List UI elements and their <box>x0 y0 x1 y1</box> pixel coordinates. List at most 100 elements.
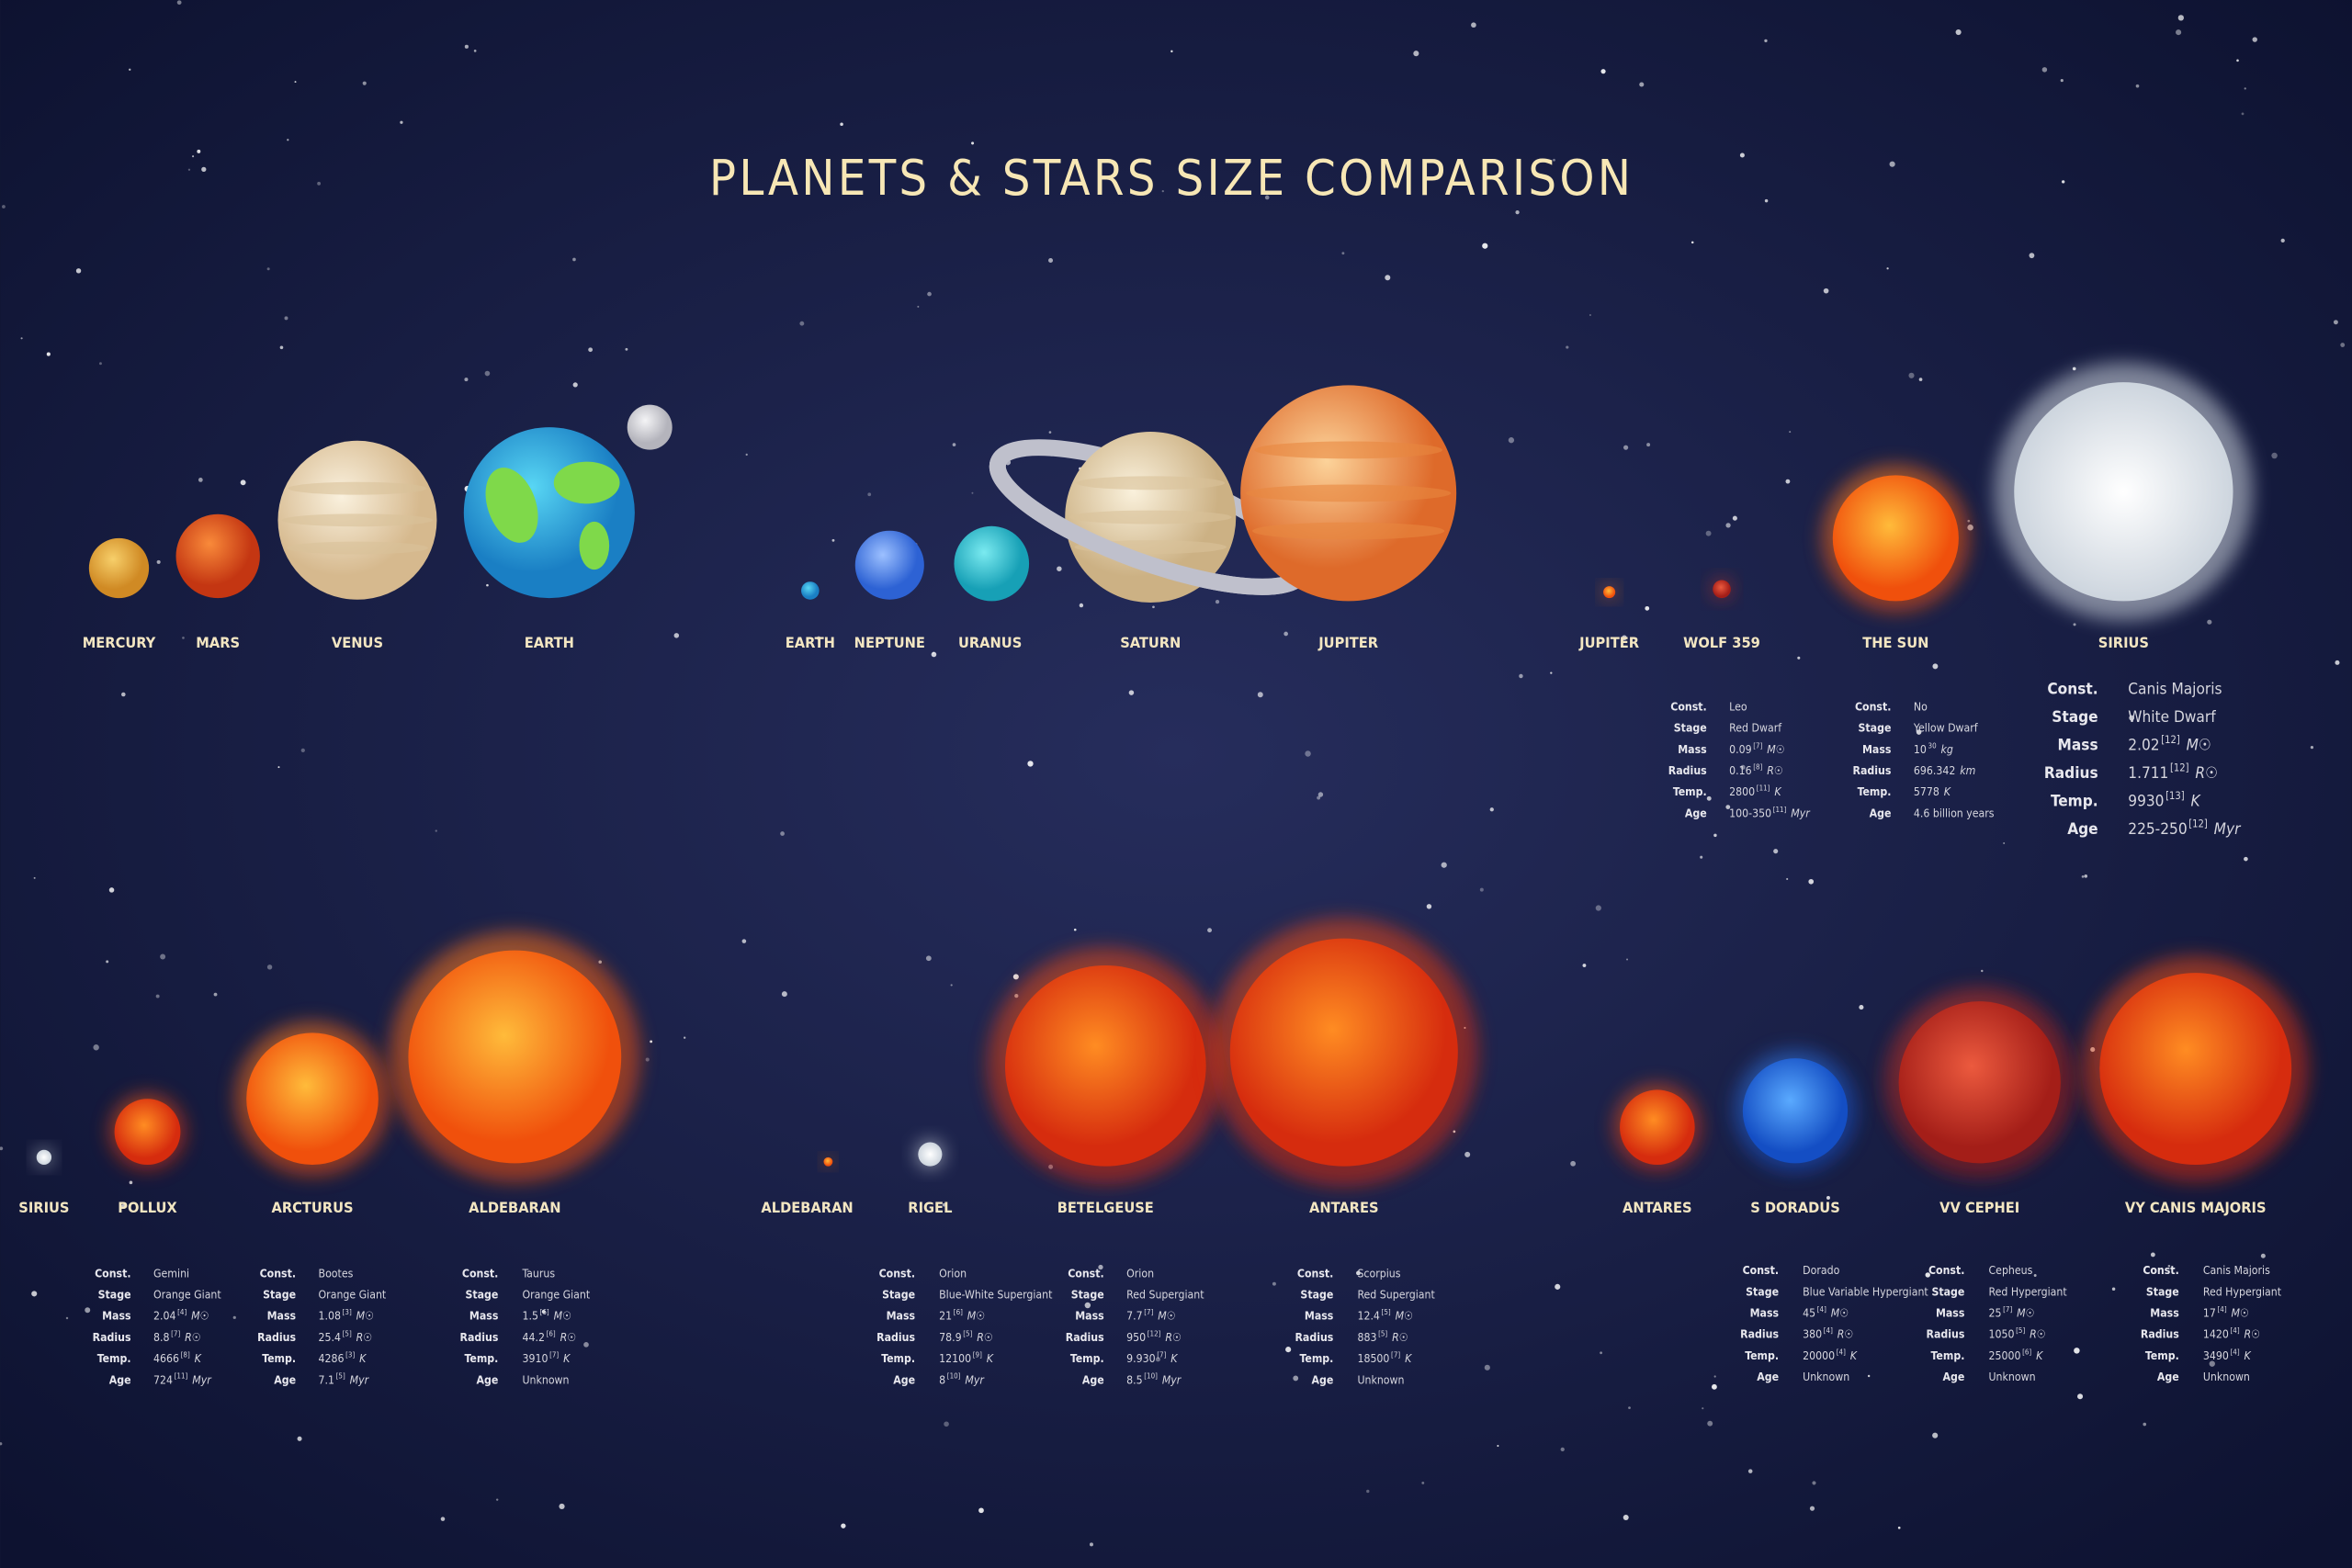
celestial-body <box>954 525 1030 602</box>
band <box>1254 441 1442 459</box>
body-label: ANTARES <box>1309 1199 1379 1216</box>
bodies: MERCURY MARS VENUS EARTH EARTH NEPTUNE URANUS S… <box>18 362 2309 1216</box>
star <box>99 362 102 366</box>
star <box>1713 1375 1716 1378</box>
star <box>1823 288 1829 294</box>
star <box>1484 1364 1490 1371</box>
star <box>917 305 920 308</box>
star <box>1764 39 1768 43</box>
unit: Myr <box>965 1373 985 1386</box>
band <box>288 481 427 495</box>
field-value: 25.4 [5] R☉ <box>319 1329 373 1344</box>
field-value: Unknown <box>2203 1371 2250 1383</box>
unit: km <box>1960 764 1975 777</box>
star <box>780 831 785 836</box>
unit: R☉ <box>977 1331 993 1344</box>
value: Orion <box>939 1267 967 1280</box>
star <box>1740 764 1746 770</box>
unit: kg <box>1941 743 1953 756</box>
star <box>1027 761 1034 767</box>
star <box>1441 862 1447 868</box>
star <box>1570 1160 1577 1167</box>
reference: 30 <box>1928 741 1938 750</box>
star <box>1797 656 1801 660</box>
field-value: 2.04 [4] M☉ <box>153 1308 209 1323</box>
reference: [8] <box>1753 763 1762 772</box>
star <box>2041 67 2048 73</box>
field-label: Stage <box>1746 1285 1779 1298</box>
star <box>1413 51 1419 57</box>
star <box>495 1498 499 1501</box>
field-value: 4.6 billion years <box>1914 807 1995 819</box>
star <box>85 1307 91 1314</box>
value: Cepheus <box>1989 1264 2033 1277</box>
star <box>1264 195 1270 200</box>
value: White Dwarf <box>2128 708 2216 727</box>
field-label: Age <box>2157 1371 2179 1383</box>
value: Orion <box>1126 1267 1154 1280</box>
star <box>645 1057 650 1062</box>
unit: M☉ <box>1767 743 1784 756</box>
value: 3910 <box>522 1352 548 1365</box>
star <box>1622 635 1627 641</box>
field-value: Taurus <box>521 1267 555 1280</box>
field-value: 1420 [4] R☉ <box>2203 1326 2260 1341</box>
star <box>2081 874 2085 878</box>
star <box>287 139 289 141</box>
value: 7.7 <box>1126 1310 1142 1323</box>
star <box>1257 692 1263 698</box>
star <box>1859 1005 1864 1010</box>
value: 380 <box>1803 1328 1822 1341</box>
field-label: Stage <box>1071 1289 1104 1302</box>
star <box>1515 209 1520 215</box>
field-value: 9.930 [7] K <box>1126 1351 1178 1366</box>
reference: [11] <box>1757 784 1770 793</box>
star <box>2207 619 2212 625</box>
star <box>108 887 115 893</box>
unit: M☉ <box>1158 1310 1175 1323</box>
field-label: Stage <box>2052 708 2098 727</box>
star <box>129 68 131 71</box>
reference: [7] <box>2003 1305 2012 1314</box>
value: Orange Giant <box>319 1289 387 1302</box>
star <box>0 1146 4 1151</box>
body-label: THE SUN <box>1862 634 1928 651</box>
body-label: JUPITER <box>1317 634 1378 651</box>
field-label: Radius <box>1066 1331 1104 1344</box>
field-label: Const. <box>95 1267 130 1280</box>
star <box>2143 1422 2147 1427</box>
star <box>942 1202 946 1207</box>
star <box>213 992 218 997</box>
star <box>192 155 195 158</box>
star <box>2310 746 2314 750</box>
star <box>2335 660 2340 665</box>
field-label: Temp. <box>465 1352 499 1365</box>
star <box>1712 1383 1717 1390</box>
celestial-body <box>1713 580 1731 599</box>
field-label: Mass <box>102 1310 131 1323</box>
continent <box>485 468 538 543</box>
unit: K <box>987 1352 994 1365</box>
star <box>1826 1196 1830 1201</box>
star <box>1702 1407 1704 1410</box>
reference: [9] <box>973 1351 982 1359</box>
unit: K <box>1774 785 1781 798</box>
field-label: Stage <box>882 1289 915 1302</box>
star <box>971 141 975 145</box>
star <box>176 0 182 6</box>
value: 883 <box>1357 1331 1376 1344</box>
field-value: Canis Majoris <box>2203 1264 2270 1277</box>
star <box>266 267 270 271</box>
field-value: 12100 [9] K <box>939 1351 994 1366</box>
value: 45 <box>1803 1306 1815 1319</box>
field-value: 1.711 [12] R☉ <box>2128 761 2218 783</box>
star <box>1553 158 1555 162</box>
field-value: 78.9 [5] R☉ <box>939 1329 993 1344</box>
star <box>952 443 956 446</box>
field-value: 3490 [4] K <box>2203 1348 2252 1362</box>
body-label: SATURN <box>1120 634 1181 651</box>
field-label: Radius <box>1740 1328 1779 1341</box>
field-label: Const. <box>2143 1264 2178 1277</box>
star <box>1808 878 1815 885</box>
unit: R☉ <box>1767 764 1783 777</box>
